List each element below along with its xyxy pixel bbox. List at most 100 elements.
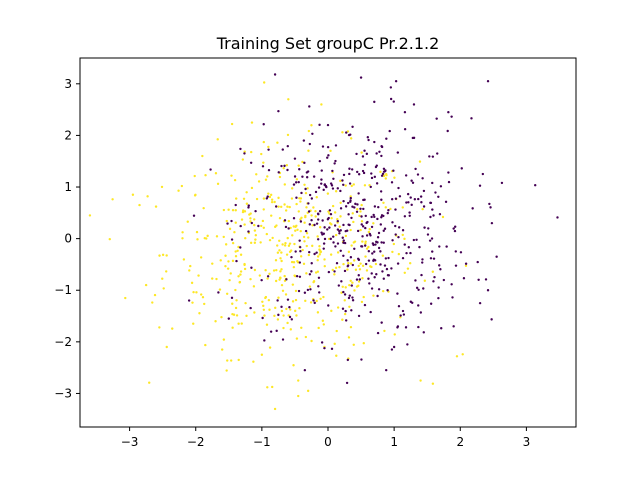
scatter-point-class-1 (254, 238, 257, 241)
scatter-point-class-0 (377, 231, 381, 235)
scatter-point-class-0 (385, 267, 389, 271)
scatter-point-class-1 (305, 272, 308, 275)
scatter-point-class-0 (326, 228, 329, 231)
scatter-point-class-0 (373, 175, 377, 179)
scatter-point-class-0 (397, 186, 400, 190)
x-tick-label: 0 (324, 435, 332, 449)
scatter-point-class-1 (349, 325, 353, 329)
scatter-point-class-1 (237, 275, 240, 278)
scatter-point-class-0 (286, 144, 289, 148)
scatter-point-class-1 (199, 256, 203, 259)
scatter-point-class-1 (182, 258, 186, 261)
scatter-point-class-1 (357, 264, 360, 268)
scatter-point-class-0 (421, 258, 424, 261)
scatter-point-class-1 (194, 193, 197, 197)
scatter-point-class-0 (394, 197, 398, 200)
scatter-point-class-0 (332, 241, 335, 244)
scatter-point-class-0 (375, 152, 378, 155)
scatter-point-class-1 (258, 274, 262, 277)
scatter-point-class-0 (230, 219, 233, 223)
scatter-point-class-1 (401, 206, 404, 209)
scatter-point-class-0 (322, 247, 325, 250)
scatter-point-class-0 (373, 259, 377, 262)
scatter-point-class-0 (477, 278, 480, 281)
scatter-point-class-1 (310, 339, 313, 343)
scatter-point-class-1 (367, 230, 371, 234)
scatter-point-class-0 (432, 257, 436, 260)
scatter-point-class-0 (439, 268, 442, 271)
scatter-point-class-0 (334, 159, 337, 163)
scatter-point-class-0 (257, 224, 260, 228)
scatter-point-class-1 (322, 323, 325, 326)
scatter-point-class-1 (347, 261, 350, 265)
scatter-point-class-0 (247, 204, 250, 207)
scatter-point-class-0 (450, 115, 453, 118)
scatter-point-class-1 (310, 214, 313, 217)
scatter-point-class-1 (339, 179, 342, 183)
scatter-point-class-0 (372, 213, 375, 217)
scatter-point-class-1 (362, 342, 365, 345)
scatter-point-class-0 (372, 259, 375, 262)
scatter-point-class-0 (331, 187, 335, 190)
scatter-point-class-1 (253, 229, 257, 232)
scatter-point-class-0 (339, 229, 342, 232)
scatter-point-class-0 (389, 97, 393, 101)
scatter-point-class-1 (227, 208, 230, 211)
scatter-point-class-1 (285, 307, 288, 311)
scatter-point-class-0 (383, 169, 387, 173)
scatter-point-class-0 (375, 164, 378, 167)
scatter-point-class-0 (384, 257, 388, 260)
scatter-point-class-1 (461, 353, 464, 356)
scatter-point-class-1 (274, 259, 278, 262)
scatter-point-class-1 (284, 293, 288, 296)
scatter-point-class-0 (382, 167, 386, 171)
scatter-point-class-0 (430, 237, 434, 240)
points-layer (88, 73, 559, 411)
scatter-point-class-0 (314, 190, 318, 194)
scatter-point-class-1 (304, 215, 307, 219)
scatter-point-class-1 (353, 289, 356, 292)
scatter-point-class-0 (401, 229, 405, 232)
scatter-point-class-1 (393, 333, 396, 336)
scatter-point-class-0 (370, 172, 373, 175)
scatter-point-class-0 (322, 188, 325, 192)
scatter-point-class-1 (268, 308, 271, 311)
scatter-point-class-1 (289, 226, 292, 230)
scatter-point-class-0 (267, 168, 271, 172)
scatter-point-class-0 (328, 209, 332, 212)
scatter-point-class-1 (277, 205, 280, 208)
scatter-point-class-1 (260, 152, 263, 156)
scatter-point-class-1 (230, 122, 234, 126)
scatter-point-class-1 (296, 228, 299, 231)
scatter-point-class-0 (320, 178, 323, 181)
scatter-point-class-0 (359, 76, 363, 79)
scatter-point-class-0 (464, 262, 468, 265)
scatter-point-class-1 (384, 177, 387, 180)
x-tick-label: 1 (390, 435, 398, 449)
scatter-point-class-0 (297, 289, 301, 293)
scatter-point-class-0 (336, 242, 340, 245)
scatter-point-class-0 (419, 195, 423, 198)
scatter-point-class-0 (306, 288, 310, 292)
scatter-point-class-1 (226, 359, 229, 362)
scatter-point-class-0 (413, 198, 417, 201)
scatter-point-class-0 (444, 200, 448, 204)
scatter-point-class-1 (311, 224, 314, 227)
scatter-point-class-0 (363, 149, 366, 152)
scatter-point-class-1 (431, 270, 435, 273)
scatter-point-class-1 (264, 269, 267, 272)
scatter-point-class-1 (441, 215, 445, 219)
scatter-point-class-1 (352, 343, 355, 346)
scatter-point-class-0 (370, 287, 374, 290)
scatter-point-class-0 (235, 259, 238, 263)
scatter-point-class-0 (342, 199, 345, 203)
scatter-point-class-0 (192, 214, 196, 217)
scatter-point-class-1 (364, 242, 367, 245)
scatter-point-class-0 (249, 306, 252, 310)
scatter-point-class-1 (271, 385, 274, 389)
scatter-point-class-1 (211, 277, 214, 280)
scatter-point-class-0 (274, 205, 278, 208)
scatter-point-class-1 (361, 240, 364, 243)
scatter-point-class-1 (206, 234, 209, 238)
scatter-point-class-0 (377, 246, 381, 250)
